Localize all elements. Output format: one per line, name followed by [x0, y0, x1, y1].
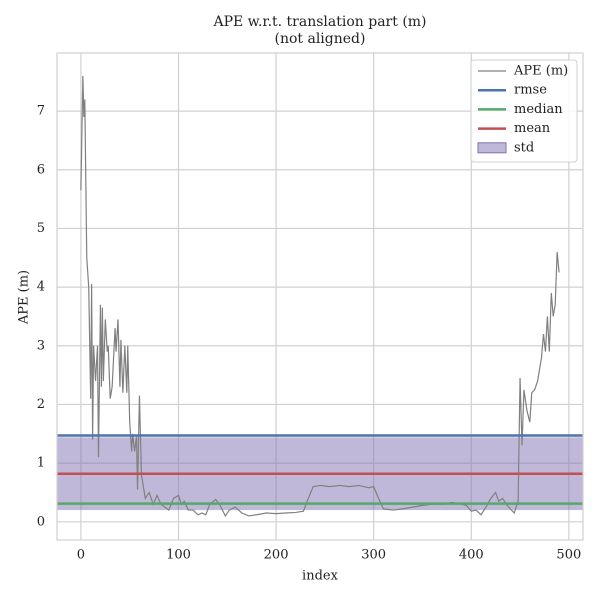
- legend-box: [470, 59, 578, 163]
- legend-label: mean: [514, 121, 551, 136]
- y-axis-label: APE (m): [17, 270, 32, 325]
- x-tick-label: 400: [459, 548, 484, 563]
- chart-subtitle: (not aligned): [275, 31, 366, 47]
- data-line: [80, 75, 560, 518]
- y-tick-label: 4: [37, 280, 45, 295]
- x-tick-label: 200: [264, 548, 289, 563]
- x-tick-label: 100: [166, 548, 191, 563]
- x-tick-label: 0: [77, 548, 85, 563]
- x-axis-label: index: [302, 569, 339, 584]
- x-tick-label: 300: [361, 548, 386, 563]
- legend-label: std: [514, 140, 534, 155]
- x-tick-label: 500: [556, 548, 581, 563]
- legend-label: APE (m): [513, 64, 568, 79]
- legend-patch: [477, 142, 507, 154]
- y-tick-label: 5: [37, 221, 45, 236]
- y-tick-label: 0: [37, 514, 45, 529]
- y-tick-label: 1: [37, 456, 45, 471]
- y-tick-label: 6: [37, 162, 45, 177]
- legend-label: rmse: [514, 83, 547, 98]
- plot-frame: [56, 52, 584, 541]
- legend-label: median: [514, 102, 563, 117]
- y-tick-label: 2: [37, 397, 45, 412]
- y-tick-label: 3: [37, 338, 45, 353]
- y-tick-label: 7: [37, 104, 45, 119]
- chart-title: APE w.r.t. translation part (m): [212, 14, 426, 30]
